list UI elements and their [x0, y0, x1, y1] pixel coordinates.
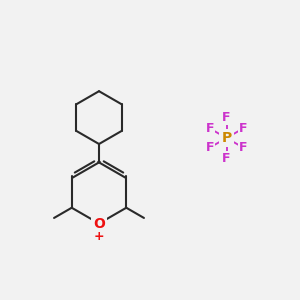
Text: F: F	[222, 152, 231, 165]
Text: F: F	[239, 141, 248, 154]
Text: F: F	[222, 111, 231, 124]
Text: O: O	[93, 217, 105, 230]
Text: F: F	[239, 122, 248, 135]
Text: F: F	[206, 141, 214, 154]
Text: P: P	[221, 131, 232, 145]
Text: F: F	[206, 122, 214, 135]
Text: +: +	[94, 230, 104, 244]
